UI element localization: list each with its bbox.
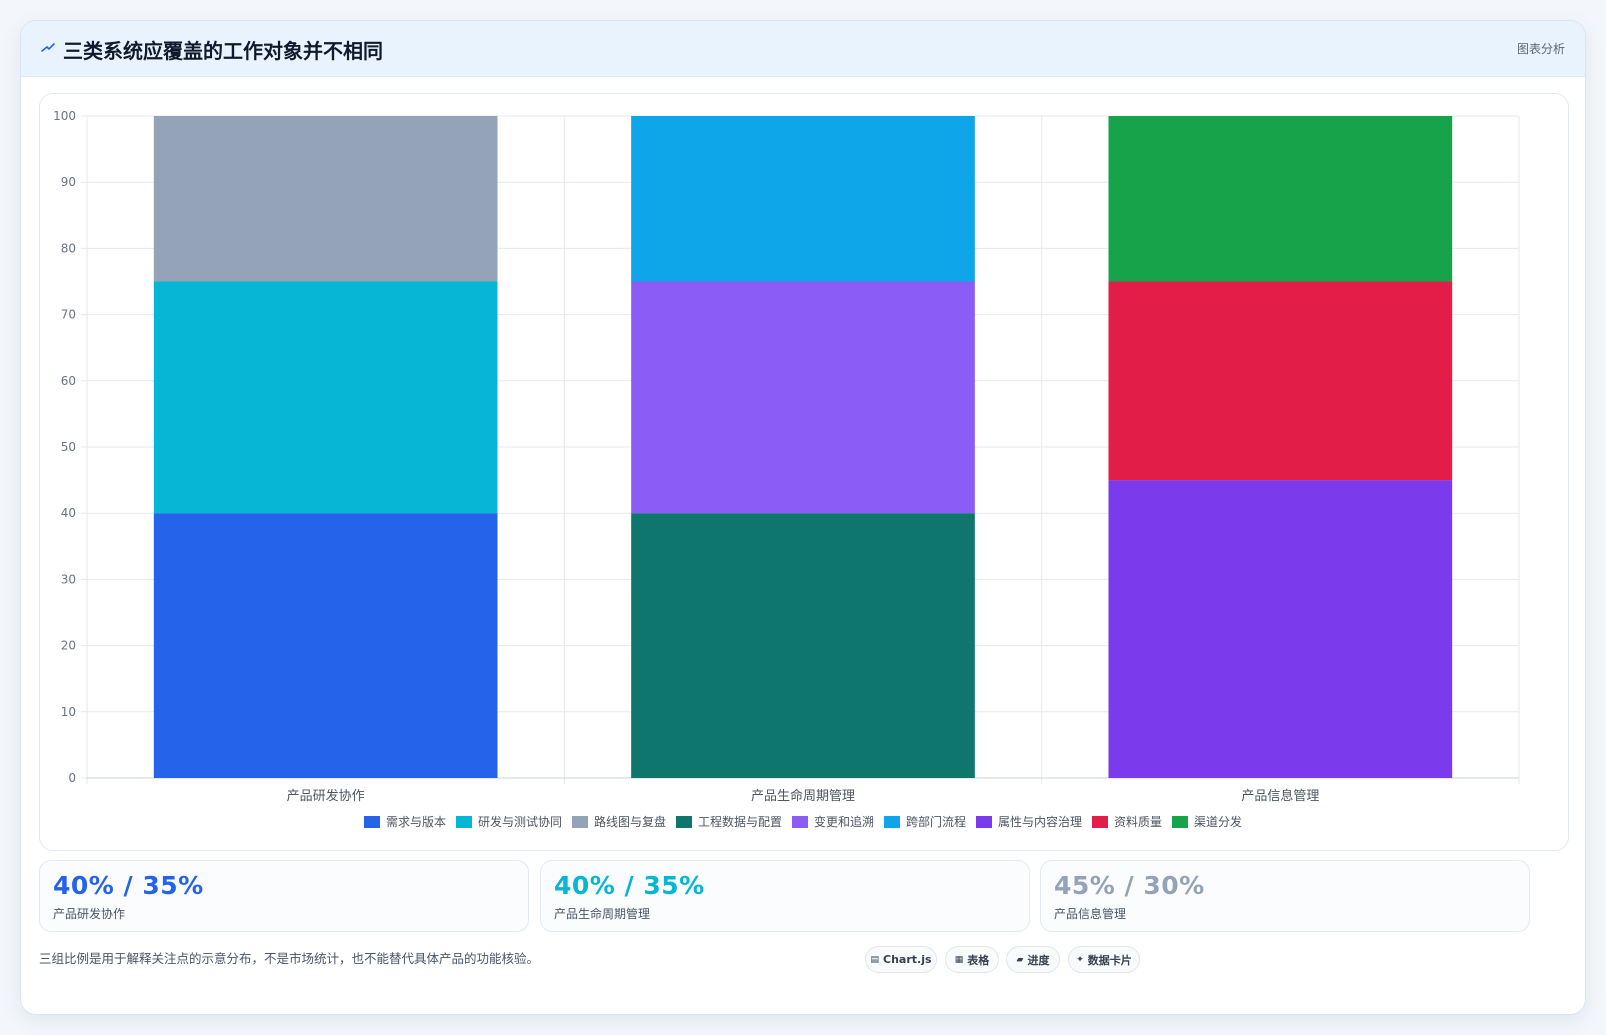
stacked-bar-chart: 0 10 20 30 40 50 60 70 80 90 100 产品研发协作 产品生命周期管理 产品信息…: [53, 109, 1520, 829]
card-header: 三类系统应覆盖的工作对象并不相同 图表分析: [21, 21, 1585, 77]
y-tick-label: 20: [61, 639, 76, 653]
x-tick-label: 产品研发协作: [287, 788, 365, 804]
bar-segment: [631, 116, 975, 282]
stat-value: 40% / 35%: [53, 871, 204, 900]
stat-label: 产品研发协作: [53, 907, 126, 921]
stat-card-plm: 40% / 35% 产品生命周期管理: [540, 860, 1030, 932]
chart-analysis-link[interactable]: 图表分析: [1516, 42, 1565, 56]
chart-card: 三类系统应覆盖的工作对象并不相同 图表分析 0 10 20 30 40 50 60 70 80 9…: [20, 20, 1586, 1015]
chip-label: 数据卡片: [1087, 953, 1132, 967]
chip-progress[interactable]: ▰ 进度: [1006, 946, 1060, 973]
y-tick-label: 50: [61, 440, 76, 454]
legend-swatch: [792, 816, 808, 828]
legend-swatch: [976, 816, 992, 828]
footnote: 三组比例是用于解释关注点的示意分布，不是市场统计，也不能替代具体产品的功能核验。: [39, 951, 540, 966]
chip-label: 表格: [967, 953, 990, 967]
y-tick-label: 30: [61, 572, 76, 586]
legend-swatch: [884, 816, 900, 828]
legend-label: 渠道分发: [1194, 814, 1242, 829]
page-title: 三类系统应覆盖的工作对象并不相同: [63, 39, 383, 63]
y-tick-label: 10: [61, 705, 76, 719]
legend-label: 变更和追溯: [814, 814, 874, 829]
bar-segment: [153, 281, 498, 514]
stat-value: 40% / 35%: [554, 871, 705, 900]
sparkle-icon: ✦: [1076, 954, 1084, 965]
bar-segment: [153, 513, 498, 778]
bar-segment: [1108, 116, 1453, 282]
stat-value: 45% / 30%: [1054, 871, 1205, 900]
y-tick-label: 70: [61, 308, 76, 322]
bar-segment: [1108, 480, 1453, 778]
progress-icon: ▰: [1016, 954, 1024, 965]
chip-data-card[interactable]: ✦ 数据卡片: [1068, 946, 1140, 973]
stat-card-rd: 40% / 35% 产品研发协作: [39, 860, 529, 932]
bar-segment: [631, 281, 975, 514]
legend-label: 属性与内容治理: [998, 814, 1082, 829]
stat-label: 产品信息管理: [1054, 907, 1127, 921]
chip-label: 进度: [1027, 953, 1050, 967]
y-tick-label: 90: [61, 175, 76, 189]
table-icon: ▦: [954, 954, 964, 965]
stat-label: 产品生命周期管理: [554, 907, 651, 921]
sparkle-icon: [41, 43, 55, 52]
legend-swatch: [456, 816, 472, 828]
chip-table[interactable]: ▦ 表格: [945, 946, 999, 973]
x-tick-label: 产品信息管理: [1241, 788, 1319, 804]
bar-segment: [1108, 281, 1453, 481]
legend-label: 跨部门流程: [906, 814, 966, 829]
legend-label: 研发与测试协同: [478, 814, 562, 829]
bar-segment: [153, 116, 498, 282]
legend-label: 需求与版本: [386, 815, 446, 829]
plot-panel: 0 10 20 30 40 50 60 70 80 90 100 产品研发协作 产品生命周期管理 产品信息…: [39, 93, 1569, 851]
legend-swatch: [364, 816, 380, 828]
y-tick-label: 100: [53, 109, 76, 123]
chart-icon: ▤: [870, 954, 879, 965]
x-tick-label: 产品生命周期管理: [751, 788, 855, 804]
y-tick-label: 40: [61, 506, 76, 520]
legend-label: 资料质量: [1114, 815, 1162, 829]
legend-swatch: [1172, 816, 1188, 828]
y-tick-label: 60: [61, 374, 76, 388]
y-tick-label: 0: [68, 771, 76, 785]
legend-label: 路线图与复盘: [594, 814, 666, 829]
legend-label: 工程数据与配置: [698, 814, 782, 829]
stat-card-pim: 45% / 30% 产品信息管理: [1040, 860, 1530, 932]
legend-swatch: [1092, 816, 1108, 828]
chip-label: Chart.js: [883, 953, 932, 966]
legend-swatch: [676, 816, 692, 828]
chip-chartjs[interactable]: ▤ Chart.js: [865, 946, 937, 973]
legend-swatch: [572, 816, 588, 828]
y-tick-label: 80: [61, 241, 76, 255]
bar-segment: [631, 513, 975, 778]
